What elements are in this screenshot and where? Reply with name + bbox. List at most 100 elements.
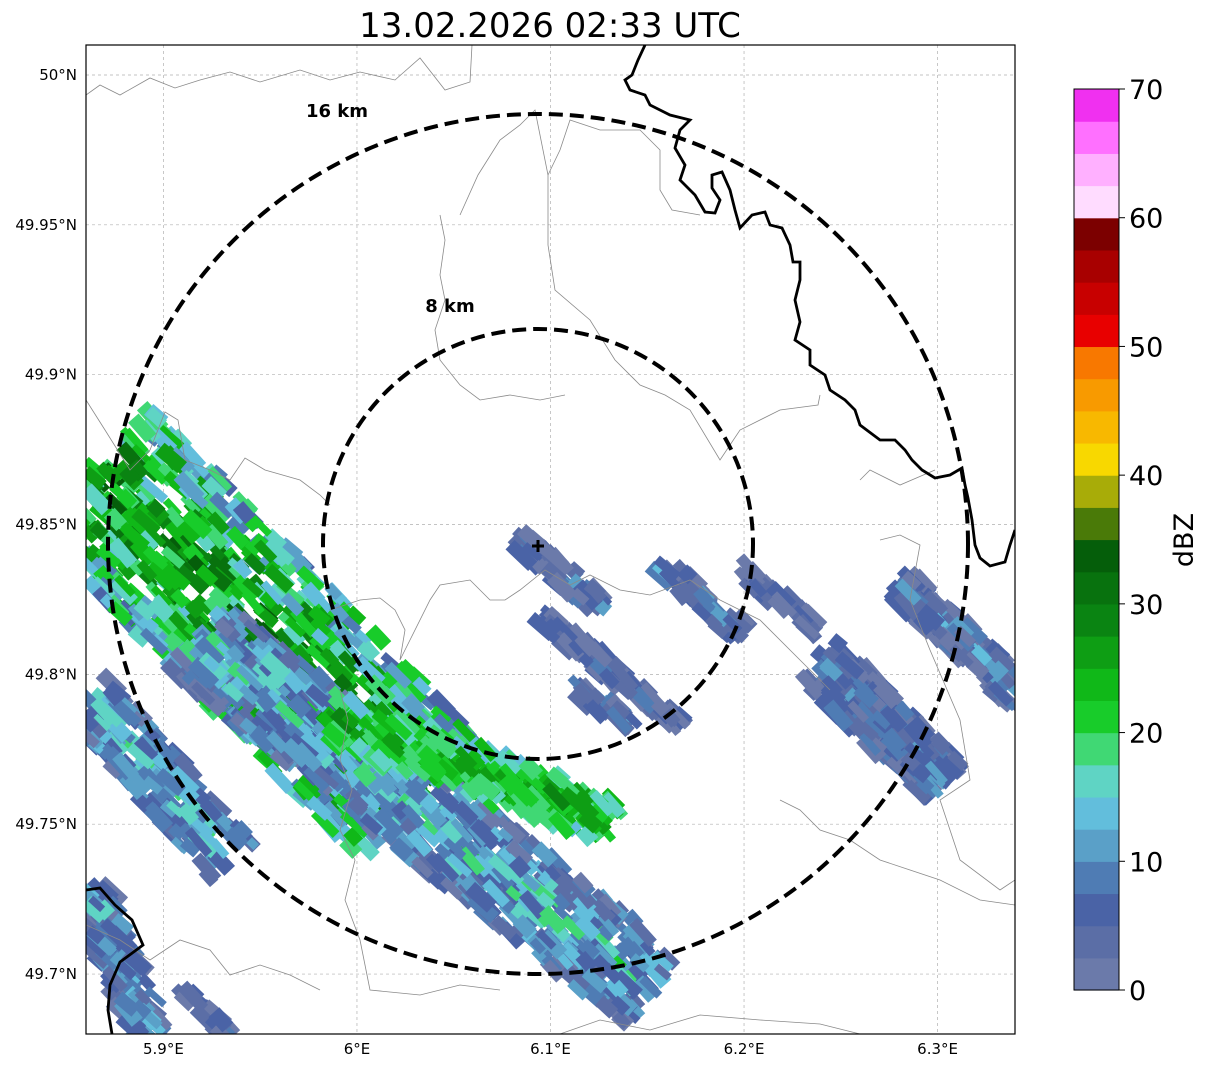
echo-cell — [407, 758, 432, 783]
echo-cell — [173, 752, 203, 784]
echo-cell — [303, 764, 330, 793]
minor-border-line — [86, 45, 473, 96]
echo-cell — [947, 750, 969, 772]
echo-cell — [145, 801, 167, 824]
echo-cell — [861, 724, 879, 742]
echo-cell — [536, 929, 557, 950]
echo-cell — [173, 987, 198, 1012]
echo-cell — [177, 980, 203, 1007]
echo-cell — [466, 801, 487, 822]
echo-cell — [299, 730, 330, 763]
echo-cell — [583, 579, 607, 601]
echo-cell — [924, 760, 948, 786]
echo-cell — [519, 889, 547, 920]
echo-cell — [90, 920, 122, 949]
echo-cell — [551, 616, 578, 643]
echo-cell — [86, 483, 113, 516]
echo-cell — [186, 611, 204, 630]
echo-cell — [167, 823, 187, 842]
echo-cell — [586, 644, 611, 668]
echo-cell — [277, 649, 300, 672]
echo-cell — [606, 706, 633, 735]
echo-cell — [264, 537, 295, 566]
echo-cell — [146, 498, 166, 519]
echo-cell — [365, 624, 392, 651]
echo-cell — [327, 685, 351, 709]
echo-cell — [653, 963, 672, 981]
lon-tick-label: 6.2°E — [724, 1040, 765, 1058]
echo-cell — [381, 827, 398, 845]
range-ring-label: 8 km — [425, 296, 475, 317]
echo-cell — [145, 406, 168, 429]
echo-cell — [274, 700, 305, 729]
echo-cell — [453, 800, 479, 826]
echo-cell — [374, 789, 397, 813]
echo-cell — [54, 486, 80, 514]
echo-cell — [959, 617, 988, 645]
echo-cell — [457, 834, 480, 859]
echo-cell — [639, 940, 656, 957]
echo-cell — [113, 991, 141, 1017]
echo-cell — [590, 963, 609, 982]
echo-cell — [505, 885, 523, 902]
echo-cell — [137, 475, 169, 504]
echo-cell — [446, 853, 473, 878]
lon-tick-label: 6.1°E — [530, 1040, 571, 1058]
echo-cell — [578, 809, 603, 834]
colorbar-swatch — [1074, 282, 1119, 315]
echo-cell — [203, 656, 221, 673]
echo-cell — [370, 738, 395, 763]
echo-cell — [881, 727, 907, 754]
echo-cell — [528, 802, 558, 830]
echo-cell — [126, 459, 149, 482]
echo-cell — [259, 591, 278, 610]
echo-cell — [339, 811, 370, 839]
echo-cell — [542, 959, 565, 983]
echo-cell — [206, 511, 230, 536]
echo-cell — [142, 460, 168, 485]
colorbar-swatch — [1074, 249, 1119, 283]
colorbar-swatch — [1074, 571, 1119, 605]
echo-cell — [195, 564, 219, 587]
colorbar-tick-label: 70 — [1129, 75, 1163, 106]
echo-cell — [560, 915, 586, 941]
echo-cell — [160, 545, 186, 569]
echo-cell — [355, 629, 372, 646]
echo-cell — [598, 667, 620, 690]
echo-cell — [150, 751, 172, 772]
colorbar-swatch — [1074, 346, 1119, 380]
echo-cell — [461, 778, 483, 801]
radar-site-marker — [532, 540, 544, 552]
echo-cell — [56, 550, 84, 579]
echo-cell — [607, 656, 628, 676]
echo-cell — [819, 657, 844, 682]
echo-cell — [589, 789, 615, 817]
echo-cell — [290, 644, 314, 668]
minor-border-line — [329, 569, 831, 691]
echo-cell — [452, 718, 477, 744]
echo-cell — [987, 646, 1015, 675]
echo-cell — [609, 995, 631, 1016]
echo-cell — [916, 603, 946, 632]
echo-cell — [558, 963, 592, 996]
echo-cell — [48, 535, 67, 554]
echo-cell — [127, 624, 152, 648]
echo-cell — [900, 751, 922, 772]
echo-cell — [559, 786, 587, 813]
echo-cell — [341, 711, 360, 730]
echo-cell — [139, 627, 169, 656]
echo-cell — [677, 564, 698, 585]
echo-cell — [544, 864, 562, 882]
echo-cell — [391, 800, 412, 821]
echo-cell — [921, 590, 947, 615]
echo-cell — [223, 826, 249, 851]
echo-cell — [342, 768, 362, 788]
echo-cell — [126, 742, 155, 770]
echo-cell — [252, 688, 277, 713]
echo-cell — [450, 818, 474, 843]
echo-cell — [419, 735, 439, 754]
echo-cell — [419, 802, 443, 829]
echo-cell — [243, 619, 269, 643]
echo-cell — [178, 441, 207, 471]
echo-cell — [471, 772, 501, 802]
